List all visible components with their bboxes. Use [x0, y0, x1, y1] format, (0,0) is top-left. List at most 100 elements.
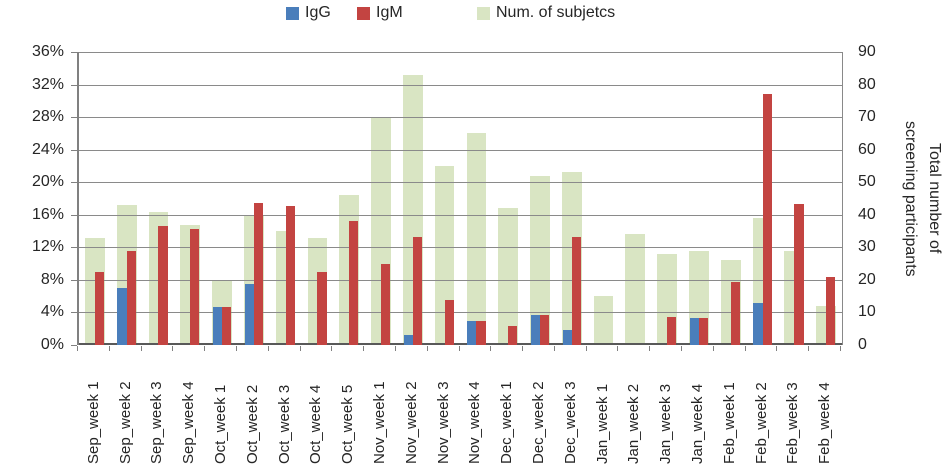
- x-axis-tick: [490, 346, 491, 351]
- x-axis-tick: [268, 346, 269, 351]
- x-axis-label: Dec_week 3: [561, 381, 579, 464]
- bar-igm: [667, 317, 677, 345]
- bar-group: [238, 52, 270, 345]
- gridline: [79, 150, 842, 151]
- right-axis-title-line1: Total number of: [926, 143, 943, 254]
- legend-label: IgG: [305, 4, 331, 21]
- bar-group: [461, 52, 493, 345]
- x-axis-tick: [300, 346, 301, 351]
- bar-igm: [539, 315, 550, 345]
- x-axis-label: Nov_week 4: [466, 381, 484, 464]
- x-axis-label: Feb_week 1: [720, 382, 738, 464]
- bar-igg: [403, 335, 413, 345]
- legend-item-num-of-subjetcs: Num. of subjetcs: [477, 4, 615, 22]
- bar-igm: [476, 321, 486, 345]
- x-axis-tick: [522, 346, 523, 351]
- bar-igm: [126, 251, 136, 345]
- left-axis-tick-label: 24%: [31, 140, 64, 158]
- bar-igm: [190, 229, 200, 345]
- x-axis-tick: [363, 346, 364, 351]
- x-axis-label: Nov_week 3: [434, 381, 452, 464]
- gridline: [79, 312, 842, 313]
- x-axis-label: Jan_week 1: [593, 383, 611, 464]
- x-axis-tick: [808, 346, 809, 351]
- gridline: [79, 280, 842, 281]
- left-axis-tick: [71, 150, 77, 151]
- left-axis-tick: [71, 312, 77, 313]
- x-axis-tick: [395, 346, 396, 351]
- x-axis-label: Dec_week 1: [498, 381, 516, 464]
- bar-group: [429, 52, 461, 345]
- right-axis-tick-label: 0: [858, 336, 867, 353]
- x-axis-label: Jan_week 2: [625, 383, 643, 464]
- x-axis-label: Oct_week 2: [243, 384, 261, 464]
- x-axis-tick: [427, 346, 428, 351]
- bar-group: [270, 52, 302, 345]
- bar-group: [397, 52, 429, 345]
- x-axis-label: Jan_week 3: [657, 383, 675, 464]
- legend: IgG IgM Num. of subjetcs: [0, 0, 947, 30]
- x-axis-tick: [586, 346, 587, 351]
- x-axis-label: Oct_week 4: [307, 384, 325, 464]
- left-axis-tick: [71, 345, 77, 346]
- bar-group: [365, 52, 397, 345]
- bar-group: [619, 52, 651, 345]
- x-axis-tick: [840, 346, 841, 351]
- bar-igm: [253, 203, 264, 345]
- bar-igg: [467, 321, 477, 345]
- bar-group: [492, 52, 524, 345]
- x-axis-tick: [681, 346, 682, 351]
- x-axis-label: Oct_week 3: [275, 384, 293, 464]
- x-axis-line: [79, 343, 842, 345]
- left-axis-tick: [71, 182, 77, 183]
- bar-group: [651, 52, 683, 345]
- x-axis-tick: [649, 346, 650, 351]
- left-axis-tick-label: 16%: [31, 205, 64, 223]
- x-axis-tick: [713, 346, 714, 351]
- legend-item-igg: IgG: [286, 4, 331, 22]
- bar-igm: [762, 94, 772, 345]
- x-axis-tick: [236, 346, 237, 351]
- bar-group: [588, 52, 620, 345]
- left-axis-tick: [71, 280, 77, 281]
- legend-swatch: [357, 6, 370, 20]
- right-axis-title: Total number of screening participants: [896, 52, 946, 345]
- left-axis-tick: [71, 117, 77, 118]
- bar-group: [683, 52, 715, 345]
- gridline: [79, 182, 842, 183]
- left-axis-tick-label: 20%: [31, 173, 64, 191]
- bar-igg: [689, 318, 699, 345]
- x-axis-label: Nov_week 1: [371, 381, 389, 464]
- legend-label: Num. of subjetcs: [496, 4, 616, 21]
- plot-area: [77, 52, 843, 345]
- x-axis-label: Dec_week 2: [529, 381, 547, 464]
- left-axis-tick-label: 12%: [31, 238, 64, 256]
- x-axis-label: Jan_week 4: [688, 383, 706, 464]
- x-axis-label: Sep_week 4: [180, 381, 198, 464]
- left-axis-tick: [71, 52, 77, 53]
- right-axis-tick-label: 10: [858, 303, 876, 321]
- x-axis-tick: [204, 346, 205, 351]
- bar-igg: [212, 307, 223, 345]
- bar-group: [206, 52, 238, 345]
- bar-group: [524, 52, 556, 345]
- gridline: [79, 52, 842, 53]
- bar-igm: [730, 282, 740, 345]
- x-axis-label: Sep_week 3: [148, 381, 166, 464]
- right-axis-tick-label: 20: [858, 270, 876, 288]
- left-axis-tick-label: 0%: [40, 336, 64, 353]
- bar-igg: [244, 284, 254, 345]
- right-axis-tick-label: 60: [858, 140, 876, 158]
- bar-igm: [317, 272, 327, 345]
- x-axis-label: Feb_week 3: [784, 382, 802, 464]
- bar-group: [778, 52, 810, 345]
- x-axis-label: Sep_week 2: [116, 381, 134, 464]
- x-axis-tick: [554, 346, 555, 351]
- bar-igm: [222, 307, 232, 345]
- left-axis-tick-label: 28%: [31, 108, 64, 126]
- left-axis-tick-label: 8%: [40, 270, 64, 288]
- right-axis-title-line2: screening participants: [902, 120, 919, 277]
- bar-group: [715, 52, 747, 345]
- bar-igm: [412, 237, 422, 345]
